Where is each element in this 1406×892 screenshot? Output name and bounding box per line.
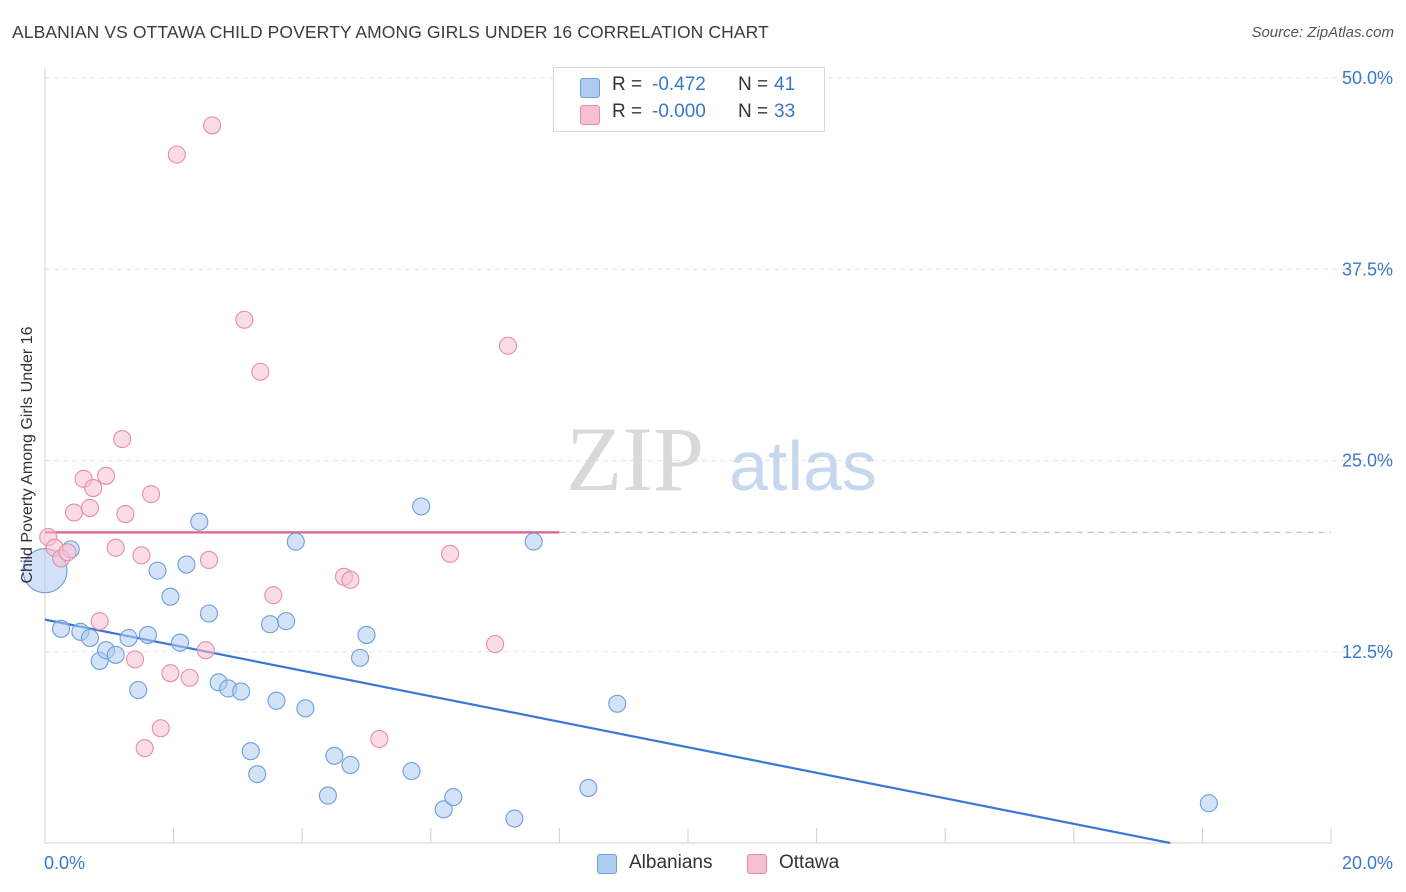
legend-n-value: 41 — [774, 74, 796, 95]
point-albanians — [177, 555, 196, 574]
legend-r-label: R = — [612, 101, 643, 122]
point-albanians — [129, 680, 148, 700]
point-albanians — [119, 628, 138, 648]
point-albanians — [148, 561, 167, 580]
watermark-atlas: atlas — [729, 427, 877, 505]
point-albanians — [579, 778, 598, 797]
trend-line — [44, 618, 1171, 845]
point-albanians — [241, 742, 260, 761]
point-ottawa — [341, 570, 360, 589]
point-albanians — [277, 612, 296, 631]
x-tick-labels: 0.0% 20.0% — [44, 853, 1393, 873]
legend-n-label: N = — [738, 101, 769, 122]
point-albanians — [170, 633, 190, 652]
correlation-legend: R = -0.472 N = 41 R = -0.000 N = 33 — [553, 67, 825, 132]
point-ottawa — [97, 466, 116, 485]
point-albanians — [161, 587, 180, 606]
point-ottawa — [167, 145, 186, 164]
point-albanians — [260, 615, 280, 634]
point-ottawa — [64, 503, 83, 522]
legend-swatch-ottawa — [580, 105, 600, 125]
point-albanians — [106, 645, 125, 664]
legend-n-label: N = — [738, 74, 769, 95]
source-credit: Source: ZipAtlas.com — [1251, 24, 1394, 41]
y-tick-label: 50.0% — [1342, 68, 1393, 88]
bottom-legend-label: Albanians — [629, 852, 713, 873]
point-ottawa — [142, 485, 161, 504]
x-tick-label: 0.0% — [44, 853, 85, 873]
point-ottawa — [199, 550, 219, 570]
point-albanians — [608, 694, 627, 713]
point-albanians — [232, 682, 251, 701]
point-ottawa — [80, 498, 100, 517]
point-ottawa — [116, 504, 135, 524]
point-albanians — [190, 512, 209, 531]
y-tick-label: 25.0% — [1342, 451, 1393, 471]
point-ottawa — [161, 664, 180, 683]
point-ottawa — [125, 650, 145, 669]
y-tick-label: 37.5% — [1342, 259, 1393, 279]
point-albanians — [505, 809, 524, 828]
legend-swatch-albanians — [580, 78, 600, 98]
point-albanians — [138, 625, 157, 644]
y-tick-labels: 12.5% 25.0% 37.5% 50.0% — [1342, 68, 1393, 662]
trend-lines — [44, 531, 1331, 845]
y-tick-label: 12.5% — [1342, 642, 1393, 662]
point-ottawa — [264, 586, 283, 605]
point-albanians — [524, 532, 543, 551]
x-tick-label: 20.0% — [1342, 853, 1393, 873]
point-ottawa — [84, 478, 103, 498]
legend-n-value: 33 — [774, 101, 796, 122]
point-ottawa — [180, 668, 199, 687]
point-albanians — [248, 765, 267, 784]
point-ottawa — [135, 739, 154, 758]
point-albanians — [267, 691, 286, 710]
point-albanians — [286, 532, 305, 551]
watermark-zip: ZIP — [566, 408, 704, 510]
y-axis-label: Child Poverty Among Girls Under 16 — [19, 326, 36, 584]
grid-lines — [45, 77, 1392, 653]
point-albanians — [434, 800, 453, 819]
point-ottawa — [106, 538, 125, 557]
point-albanians — [199, 604, 219, 623]
chart-title: ALBANIAN VS OTTAWA CHILD POVERTY AMONG G… — [12, 22, 769, 42]
point-ottawa — [113, 430, 132, 449]
point-ottawa — [58, 543, 77, 562]
bottom-legend-swatch-albanians — [597, 854, 617, 874]
point-ottawa — [196, 641, 215, 660]
point-albanians — [341, 755, 360, 775]
point-ottawa — [132, 546, 151, 565]
point-albanians — [52, 619, 71, 638]
point-albanians — [444, 788, 463, 807]
point-albanians — [80, 628, 100, 648]
watermark: ZIP atlas — [566, 408, 877, 510]
point-albanians — [296, 699, 315, 718]
point-albanians — [325, 746, 344, 765]
point-ottawa — [203, 116, 222, 135]
legend-r-value: -0.472 — [652, 74, 706, 95]
data-points — [22, 116, 1218, 828]
point-albanians — [1199, 794, 1218, 813]
point-ottawa — [151, 719, 170, 738]
bottom-legend-swatch-ottawa — [747, 854, 767, 874]
point-ottawa — [441, 544, 460, 563]
bottom-legend-label: Ottawa — [779, 852, 840, 873]
point-ottawa — [486, 635, 505, 654]
point-ottawa — [498, 336, 518, 355]
point-albanians — [351, 648, 370, 667]
point-ottawa — [251, 362, 270, 381]
axes — [44, 68, 1332, 844]
legend-r-value: -0.000 — [652, 101, 706, 122]
point-albanians — [318, 786, 337, 805]
legend-r-label: R = — [612, 74, 643, 95]
point-albanians — [412, 497, 431, 516]
point-albanians — [402, 762, 421, 781]
point-albanians — [357, 625, 376, 644]
point-ottawa — [235, 310, 254, 329]
point-ottawa — [370, 729, 389, 749]
point-ottawa — [90, 612, 109, 631]
